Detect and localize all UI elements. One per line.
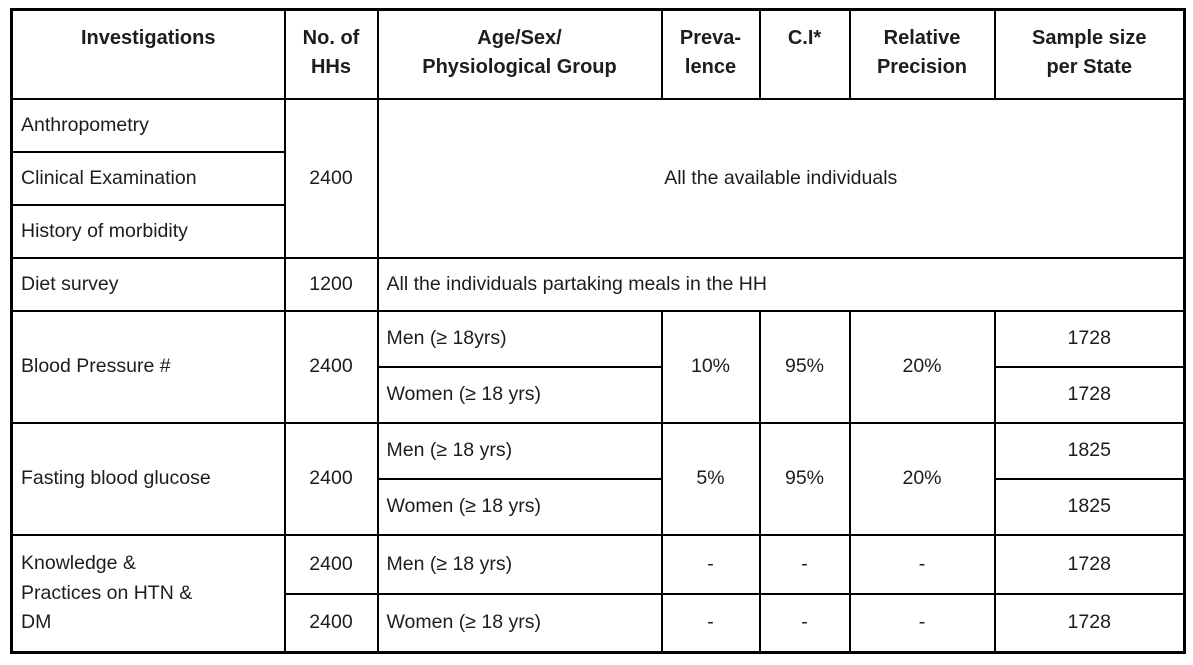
cell-bp-men-group: Men (≥ 18yrs) bbox=[376, 309, 663, 368]
cell-bp-prevalence: 10% bbox=[660, 309, 761, 424]
header-no-of-hhs: No. of HHs bbox=[283, 8, 379, 100]
table-row: Fasting blood glucose 2400 Men (≥ 18 yrs… bbox=[10, 421, 1186, 536]
header-sample-size: Sample size per State bbox=[993, 8, 1186, 100]
cell-anthropometry: Anthropometry bbox=[10, 97, 286, 153]
cell-bp-hhs: 2400 bbox=[283, 309, 379, 424]
cell-bp-women-sample: 1728 bbox=[993, 365, 1186, 424]
cell-knowledge-men-group: Men (≥ 18 yrs) bbox=[376, 533, 663, 595]
sampling-plan-table: Investigations No. of HHs Age/Sex/ Physi… bbox=[10, 8, 1186, 654]
cell-knowledge-investigation: Knowledge & Practices on HTN & DM bbox=[10, 533, 286, 654]
header-investigations: Investigations bbox=[10, 8, 286, 100]
cell-knowledge-women-ci: - bbox=[758, 592, 851, 654]
cell-bp-women-group: Women (≥ 18 yrs) bbox=[376, 365, 663, 424]
cell-knowledge-women-group: Women (≥ 18 yrs) bbox=[376, 592, 663, 654]
cell-fbg-relative-precision: 20% bbox=[848, 421, 996, 536]
cell-knowledge-women-sample: 1728 bbox=[993, 592, 1186, 654]
table-row: History of morbidity bbox=[10, 203, 1185, 259]
table-header-row: Investigations No. of HHs Age/Sex/ Physi… bbox=[10, 8, 1186, 100]
table-row: Women (≥ 18 yrs) 1728 bbox=[12, 365, 1186, 424]
cell-knowledge-men-ci: - bbox=[758, 533, 851, 595]
cell-knowledge-women-hhs: 2400 bbox=[283, 592, 379, 654]
header-age-sex-group: Age/Sex/ Physiological Group bbox=[376, 8, 663, 100]
cell-fbg-prevalence: 5% bbox=[660, 421, 761, 536]
cell-group1-note: All the available individuals bbox=[376, 97, 1186, 259]
cell-knowledge-men-sample: 1728 bbox=[993, 533, 1186, 595]
cell-group1-hhs: 2400 bbox=[283, 97, 379, 259]
cell-diet-survey: Diet survey bbox=[10, 256, 286, 312]
cell-knowledge-women-relative-precision: - bbox=[848, 592, 996, 654]
cell-bp-ci: 95% bbox=[758, 309, 851, 424]
table-row: Diet survey 1200 All the individuals par… bbox=[10, 256, 1186, 312]
cell-knowledge-men-prevalence: - bbox=[660, 533, 761, 595]
cell-clinical-examination: Clinical Examination bbox=[10, 150, 286, 206]
cell-diet-hhs: 1200 bbox=[283, 256, 379, 312]
cell-fbg-women-sample: 1825 bbox=[993, 477, 1186, 536]
cell-bp-relative-precision: 20% bbox=[848, 309, 996, 424]
table-row: Women (≥ 18 yrs) 1825 bbox=[12, 477, 1186, 536]
table-row: Knowledge & Practices on HTN & DM 2400 M… bbox=[10, 533, 1186, 654]
cell-bp-men-sample: 1728 bbox=[993, 309, 1186, 368]
table-row: Blood Pressure # 2400 Men (≥ 18yrs) 10% … bbox=[10, 309, 1186, 424]
cell-fbg-hhs: 2400 bbox=[283, 421, 379, 536]
header-prevalence: Preva- lence bbox=[660, 8, 761, 100]
cell-bp-investigation: Blood Pressure # bbox=[10, 309, 286, 424]
table-row: 2400 Women (≥ 18 yrs) - - - 1728 bbox=[12, 592, 1186, 654]
header-ci: C.I* bbox=[758, 8, 851, 100]
header-relative-precision: Relative Precision bbox=[848, 8, 996, 100]
cell-diet-note: All the individuals partaking meals in t… bbox=[376, 256, 1186, 312]
cell-fbg-men-group: Men (≥ 18 yrs) bbox=[376, 421, 663, 480]
cell-history-of-morbidity: History of morbidity bbox=[10, 203, 286, 259]
cell-knowledge-women-prevalence: - bbox=[660, 592, 761, 654]
table-row: Anthropometry 2400 All the available ind… bbox=[10, 97, 1186, 259]
cell-fbg-men-sample: 1825 bbox=[993, 421, 1186, 480]
table-row: Clinical Examination bbox=[10, 150, 1185, 206]
cell-fbg-investigation: Fasting blood glucose bbox=[10, 421, 286, 536]
cell-fbg-women-group: Women (≥ 18 yrs) bbox=[376, 477, 663, 536]
cell-knowledge-men-hhs: 2400 bbox=[283, 533, 379, 595]
cell-knowledge-men-relative-precision: - bbox=[848, 533, 996, 595]
cell-fbg-ci: 95% bbox=[758, 421, 851, 536]
